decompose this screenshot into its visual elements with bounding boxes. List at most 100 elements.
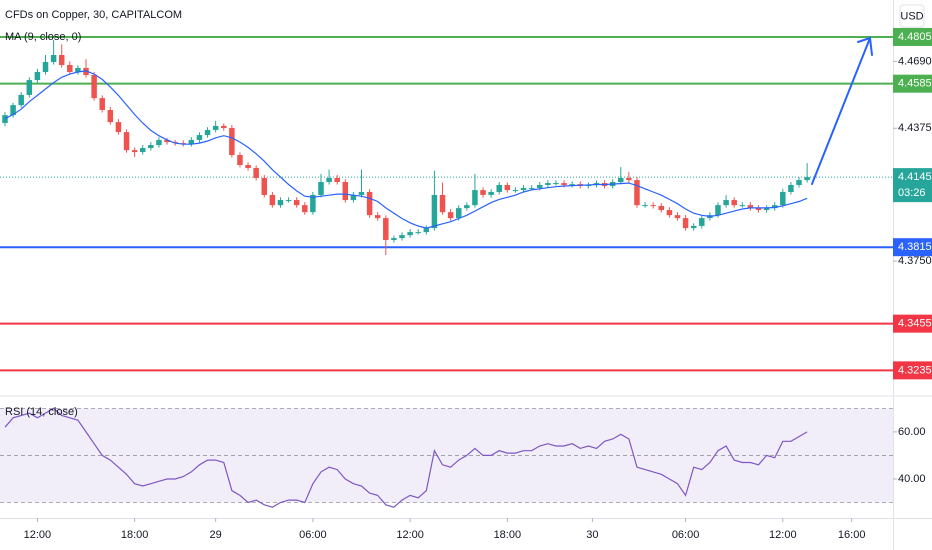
candle-body [472,190,478,206]
x-tick-label: 18:00 [121,529,149,541]
candle-body [407,232,413,236]
currency[interactable]: USD [900,10,923,22]
candle-body [156,139,162,146]
candle-body [204,129,211,136]
candle-body [788,184,794,192]
rsi-tick-label: 40.00 [898,473,926,485]
candle-body [318,181,324,195]
candle-body [302,205,308,213]
candle-body [123,132,130,151]
y-tick-label: 4.4690 [898,55,932,67]
chart-title: CFDs on Copper, 30, CAPITALCOM [5,9,182,21]
candle-body [326,177,332,182]
x-tick-label: 12:00 [24,529,52,541]
candle-body [269,194,276,206]
level-label-box [893,27,932,46]
candle-body [75,67,81,72]
x-tick-label: 16:00 [838,529,866,541]
candle-body [399,235,405,239]
candle-body [512,190,519,192]
candle-body [188,139,195,144]
candle-body [415,232,421,234]
candle-body [334,177,340,182]
candle-body [796,180,802,185]
candle-body [10,105,16,116]
candle-body [626,177,632,181]
candle-body [747,205,754,209]
candle-body [131,150,138,153]
candle-body [261,177,268,195]
currency-box[interactable] [899,4,925,28]
last-price-label: 4.4145 [898,171,932,183]
candle-body [148,145,154,149]
candle-body [650,205,656,207]
y-tick-label: 4.3750 [898,255,932,267]
candle-body [26,80,33,95]
level-label: 4.4585 [898,78,932,90]
candle-body [2,115,8,123]
candle-body [755,208,762,211]
candle-body [67,64,73,72]
candle-body [115,122,122,133]
candle-body [520,187,527,191]
candle-body [658,205,665,211]
arrow-shaft [811,37,871,185]
candle-body [383,218,389,240]
candle-body [569,184,575,186]
countdown-label: 03:26 [898,187,926,199]
y-tick-label: 4.4375 [898,122,932,134]
candle-body [682,218,689,229]
level-label-box [893,238,932,257]
candle-body [496,184,502,192]
level-label: 4.3815 [898,241,932,253]
candle-body [212,125,219,130]
level-label-box [893,314,932,333]
candle-body [350,194,357,201]
candle-body [293,200,300,206]
candle-body [431,194,438,229]
ma-line [4,70,808,229]
candle-body [374,215,381,219]
last-price-box [893,168,932,203]
candle-body [342,181,349,201]
candle-body [528,187,535,189]
candle-body [107,110,114,123]
candle-body [447,212,454,219]
x-tick-label: 06:00 [299,529,327,541]
candle-body [366,191,373,216]
rsi-legend: RSI (14, close) [5,406,78,418]
candle-body [139,148,146,153]
candle-body [91,74,97,99]
candle-body [18,94,24,106]
candle-body [480,190,486,195]
candle-body [618,177,624,182]
plot: 4.4690 4.4375 4.3750 12:00 18:00 29 06:00 12:00… [0,27,932,541]
candle-body [634,180,640,206]
candle-body [739,205,746,207]
rsi-tick-label: 60.00 [898,426,926,438]
candle-body [50,55,57,63]
candle-body [690,225,697,229]
candle-body [642,205,648,207]
x-tick-label: 12:00 [769,529,797,541]
level-label: 4.3235 [898,364,932,376]
candle-body [439,194,446,213]
candle-body [221,125,227,129]
candle-body [196,135,203,140]
level-label: 4.4805 [898,31,932,43]
candle-body [504,184,511,191]
candle-body [455,208,462,219]
x-tick-label: 29 [210,529,222,541]
x-tick-label: 12:00 [396,529,424,541]
x-tick-label: 18:00 [494,529,522,541]
candle-body [731,200,737,206]
candle-body [553,183,559,185]
candle-body [229,128,235,156]
candle-body [804,177,810,181]
candle-body [464,205,470,209]
candle-body [237,155,243,166]
candle-body [780,191,786,206]
candle-body [666,210,673,216]
candle-body [358,191,365,195]
